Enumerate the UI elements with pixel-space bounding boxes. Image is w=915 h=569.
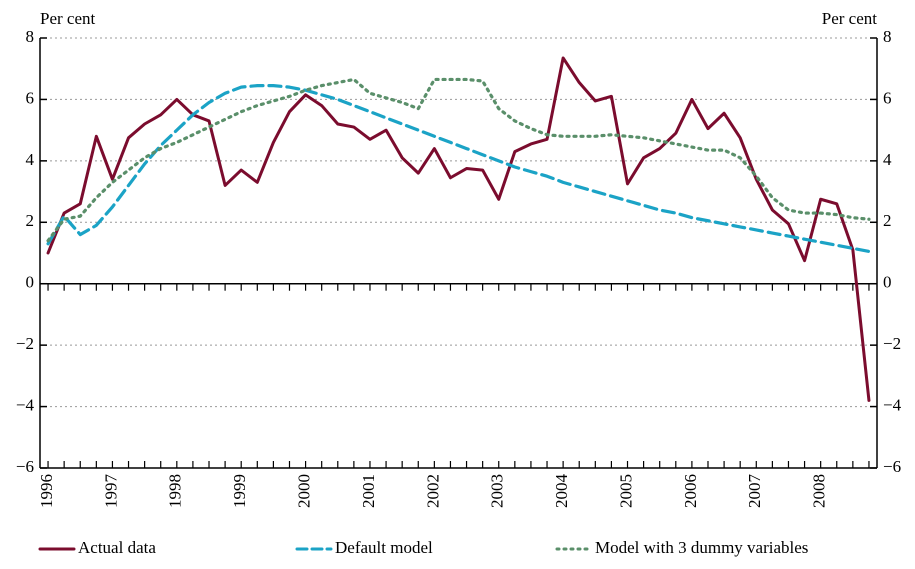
- x-tick-label: 1996: [37, 474, 56, 508]
- x-tick-label: 2004: [552, 474, 571, 509]
- x-tick-label: 2001: [359, 474, 378, 508]
- series-line: [46, 84, 871, 254]
- y-tick-label: 6: [26, 88, 35, 107]
- series-line: [46, 77, 871, 243]
- y2-tick-label: 6: [883, 88, 892, 107]
- y2-tick-label: 4: [883, 150, 892, 169]
- x-tick-label: 2003: [488, 474, 507, 508]
- x-tick-label: 2005: [616, 474, 635, 508]
- y2-tick-label: 8: [883, 27, 892, 46]
- x-tick-label: 2002: [423, 474, 442, 508]
- x-tick-label: 1997: [101, 474, 120, 509]
- legend-label: Model with 3 dummy variables: [595, 538, 808, 557]
- legend-label: Actual data: [78, 538, 156, 557]
- y2-tick-label: −2: [883, 334, 901, 353]
- y-tick-label: 0: [26, 273, 35, 292]
- y2-tick-label: 2: [883, 211, 892, 230]
- y-tick-label: 8: [26, 27, 35, 46]
- series-line: [46, 56, 871, 402]
- x-tick-label: 2008: [810, 474, 829, 508]
- y2-tick-label: −6: [883, 457, 901, 476]
- y-tick-label: 2: [26, 211, 35, 230]
- x-tick-label: 2006: [681, 474, 700, 508]
- y-tick-label: −2: [16, 334, 34, 353]
- x-tick-label: 2000: [294, 474, 313, 508]
- y2-tick-label: −4: [883, 395, 902, 414]
- x-tick-label: 1998: [166, 474, 185, 508]
- y2-axis-label: Per cent: [822, 9, 878, 28]
- y-tick-label: −6: [16, 457, 34, 476]
- y-tick-label: 4: [26, 150, 35, 169]
- y-tick-label: −4: [16, 395, 35, 414]
- x-tick-label: 2007: [745, 474, 764, 509]
- legend-label: Default model: [335, 538, 433, 557]
- x-tick-label: 1999: [230, 474, 249, 508]
- y-axis-label: Per cent: [40, 9, 96, 28]
- y2-tick-label: 0: [883, 273, 892, 292]
